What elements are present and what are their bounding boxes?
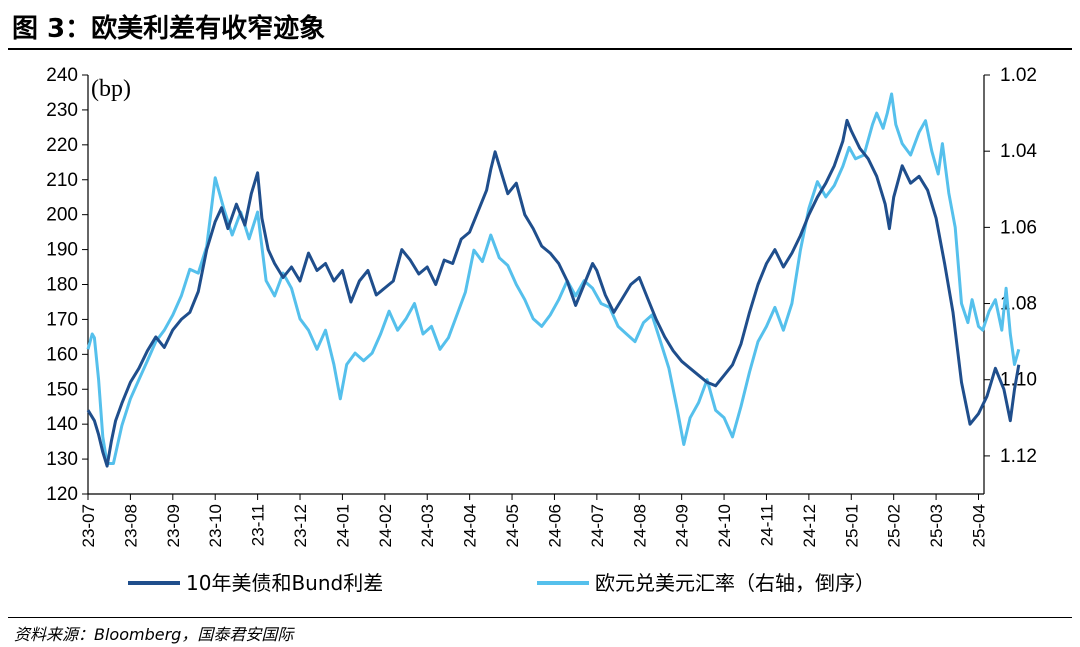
left-tick-label: 230: [46, 100, 78, 121]
chart-series: [86, 92, 1021, 468]
x-tick-label: 23-11: [249, 504, 268, 546]
right-tick-label: 1.02: [1000, 65, 1037, 86]
x-tick-label: 23-12: [291, 504, 310, 547]
source-note: 资料来源：Bloomberg，国泰君安国际: [14, 625, 294, 644]
x-tick-label: 24-09: [673, 504, 692, 547]
x-tick-label: 23-09: [164, 504, 183, 547]
x-tick-label: 24-11: [757, 504, 776, 546]
line-chart: 120 130 140 150 160 170 180 190 200 210 220 230 240 1…: [46, 65, 1037, 595]
x-tick-label: 24-10: [715, 504, 734, 547]
series-line-0: [86, 118, 1021, 468]
x-tick-label: 24-06: [545, 504, 564, 547]
left-tick-label: 130: [46, 449, 78, 470]
right-tick-label: 1.06: [1000, 217, 1037, 238]
figure-title: 图 3：欧美利差有收窄迹象: [12, 14, 326, 44]
x-tick-label: 24-12: [800, 504, 819, 547]
left-tick-label: 190: [46, 240, 78, 261]
left-tick-label: 210: [46, 170, 78, 191]
x-tick-label: 24-03: [418, 504, 437, 547]
left-tick-label: 180: [46, 275, 78, 296]
left-tick-label: 120: [46, 484, 78, 505]
x-tick-label: 24-01: [333, 504, 352, 547]
left-tick-label: 240: [46, 65, 78, 86]
figure-header: 图 3：欧美利差有收窄迹象: [0, 0, 1080, 50]
x-tick-label: 23-07: [79, 504, 98, 547]
x-tick-label: 24-08: [630, 504, 649, 547]
x-tick-label: 25-03: [927, 504, 946, 547]
left-tick-label: 150: [46, 379, 78, 400]
series-line-1: [86, 92, 1021, 465]
x-tick-label: 24-07: [588, 504, 607, 547]
x-tick-label: 25-01: [842, 504, 861, 547]
legend-label-1: 欧元兑美元汇率（右轴，倒序）: [595, 571, 875, 595]
left-tick-label: 160: [46, 344, 78, 365]
x-tick-label: 24-05: [503, 504, 522, 547]
x-tick-label: 23-08: [121, 504, 140, 547]
left-tick-label: 220: [46, 135, 78, 156]
source-divider: [8, 617, 1072, 618]
left-tick-label: 200: [46, 205, 78, 226]
x-tick-label: 25-04: [969, 504, 988, 547]
left-tick-label: 140: [46, 414, 78, 435]
y-unit-label: (bp): [91, 76, 131, 102]
x-tick-label: 23-10: [206, 504, 225, 547]
right-tick-label: 1.12: [1000, 446, 1037, 467]
left-tick-label: 170: [46, 309, 78, 330]
legend-label-0: 10年美债和Bund利差: [186, 571, 383, 595]
chart-legend: 10年美债和Bund利差 欧元兑美元汇率（右轴，倒序）: [128, 571, 875, 595]
x-tick-label: 25-02: [885, 504, 904, 547]
x-tick-label: 24-02: [376, 504, 395, 547]
title-divider: [8, 48, 1072, 50]
chart-axes: 120 130 140 150 160 170 180 190 200 210 220 230 240 1…: [46, 65, 1037, 547]
x-tick-label: 24-04: [461, 504, 480, 547]
right-tick-label: 1.10: [1000, 370, 1037, 391]
right-tick-label: 1.04: [1000, 141, 1037, 162]
